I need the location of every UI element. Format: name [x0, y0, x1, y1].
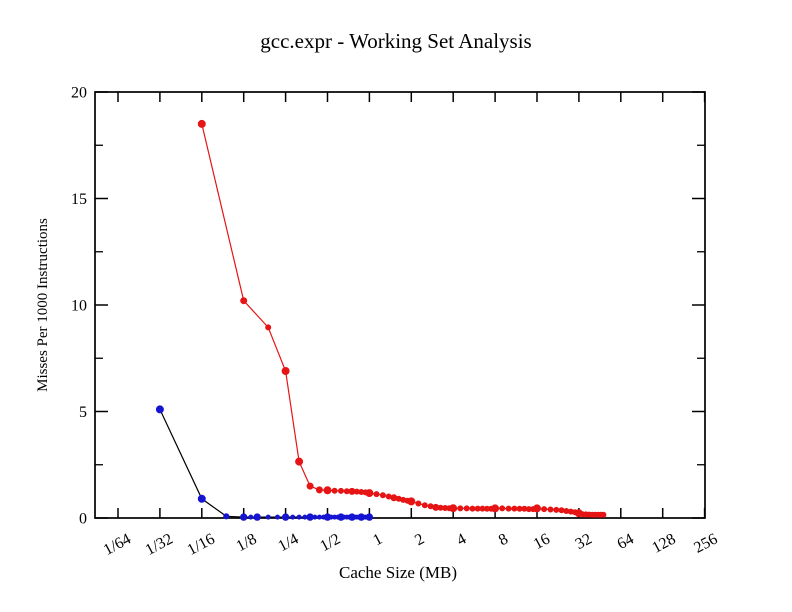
- series-red-marker: [331, 487, 338, 494]
- series-red-marker: [516, 505, 523, 512]
- series-red-marker: [295, 457, 304, 466]
- series-blue-marker: [296, 514, 302, 520]
- series-red-marker: [463, 505, 470, 512]
- series-red-line: [201, 123, 604, 516]
- series-red-marker: [315, 486, 323, 494]
- chart-title: gcc.expr - Working Set Analysis: [260, 29, 531, 53]
- x-axis-tick-label: 256: [691, 531, 720, 557]
- series-red-marker: [407, 497, 416, 506]
- series-blue-marker: [240, 513, 248, 521]
- y-axis-tick-label: 5: [79, 404, 87, 421]
- series-red-marker: [197, 119, 206, 128]
- series-red-marker: [427, 503, 434, 510]
- x-axis-tick-label: 1/8: [234, 531, 260, 556]
- series-blue-marker: [302, 514, 308, 520]
- series-red-marker: [306, 482, 314, 490]
- series-blue-marker: [253, 513, 261, 521]
- series-blue-marker: [265, 514, 271, 520]
- series-red-marker: [338, 487, 344, 494]
- series-red-marker: [323, 486, 332, 495]
- series-red-marker: [533, 504, 541, 513]
- series-red-marker: [373, 491, 380, 498]
- series-red-marker: [558, 507, 565, 514]
- series-red-marker: [600, 511, 607, 518]
- series-red-marker: [421, 502, 428, 509]
- series-blue-marker: [281, 513, 290, 521]
- series-red-marker: [541, 506, 548, 513]
- series-blue-marker: [290, 514, 296, 520]
- x-axis-tick-label: 1/2: [317, 531, 343, 556]
- series-red-marker: [505, 505, 512, 512]
- series-red-marker: [499, 505, 506, 512]
- x-axis-tick-label: 2: [412, 531, 427, 550]
- y-axis-tick-label: 15: [71, 191, 87, 208]
- series-red-marker: [547, 506, 554, 513]
- series-blue-marker: [248, 514, 254, 520]
- y-axis-tick-label: 10: [71, 298, 87, 315]
- series-red-marker: [379, 492, 386, 499]
- series-blue-line: [159, 409, 370, 518]
- y-axis-title: Misses Per 1000 Instructions: [35, 218, 51, 392]
- series-red-marker: [511, 505, 518, 512]
- x-axis-tick-label: 32: [573, 531, 595, 554]
- series-blue-marker: [312, 514, 318, 520]
- series-red-marker: [474, 505, 481, 512]
- series-blue-marker: [275, 514, 280, 520]
- series-blue-marker: [197, 494, 206, 503]
- series-red-marker: [365, 489, 374, 498]
- series-red-marker: [415, 500, 422, 507]
- y-axis-tick-label: 0: [79, 511, 87, 528]
- series-blue-marker: [155, 405, 164, 414]
- series-blue-marker: [306, 513, 314, 521]
- plot-frame: [94, 91, 706, 519]
- x-axis-tick-label: 4: [454, 531, 469, 550]
- x-axis-tick-label: 16: [531, 531, 553, 554]
- series-red-marker: [553, 506, 560, 513]
- x-axis-tick-label: 128: [649, 531, 678, 557]
- x-axis-tick-label: 1/32: [143, 531, 176, 559]
- x-axis-tick-label: 64: [615, 531, 637, 554]
- series-red-marker: [240, 297, 248, 305]
- series-blue-marker: [365, 513, 374, 521]
- y-axis-tick-label: 20: [71, 85, 87, 102]
- series-red-marker: [491, 504, 500, 513]
- series-red-marker: [457, 505, 464, 512]
- series-red-marker: [469, 505, 476, 512]
- series-red-marker: [281, 367, 290, 375]
- series-blue-marker: [223, 513, 230, 520]
- x-axis-tick-label: 1/4: [275, 531, 301, 556]
- series-red-marker: [265, 324, 272, 331]
- x-axis-tick-label: 1/16: [185, 531, 218, 559]
- x-axis-tick-label: 1: [370, 531, 385, 550]
- series-red-marker: [449, 504, 458, 513]
- x-axis-title: Cache Size (MB): [339, 563, 457, 582]
- series-blue-marker: [316, 514, 322, 520]
- x-axis-tick-label: 1/64: [101, 531, 134, 559]
- x-axis-tick-label: 8: [496, 531, 511, 550]
